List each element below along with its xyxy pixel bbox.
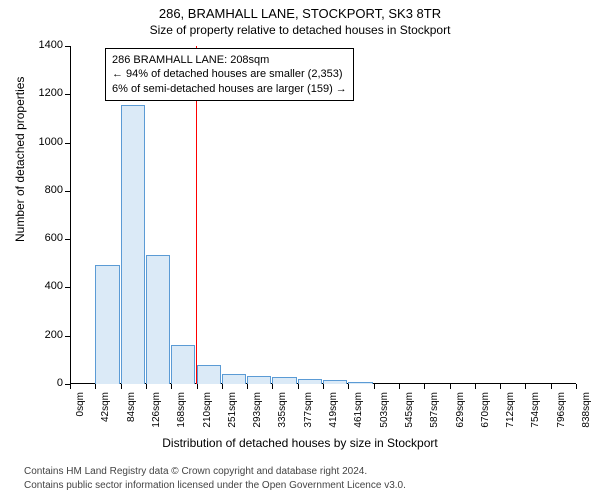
x-tick-label: 796sqm [556,392,567,437]
x-tick-label: 168sqm [176,392,187,437]
histogram-bar [222,374,246,384]
x-tick [500,384,501,389]
x-tick [348,384,349,389]
histogram-bar [323,380,347,384]
chart-container: 286, BRAMHALL LANE, STOCKPORT, SK3 8TR S… [0,0,600,500]
histogram-bar [348,382,372,384]
y-tick-label: 1000 [25,136,63,148]
x-tick-label: 461sqm [353,392,364,437]
x-tick [475,384,476,389]
annotation-box: 286 BRAMHALL LANE: 208sqm ← 94% of detac… [105,48,354,101]
x-tick-label: 42sqm [100,392,111,437]
x-tick-label: 419sqm [328,392,339,437]
x-tick [272,384,273,389]
annotation-line3: 6% of semi-detached houses are larger (1… [112,82,347,96]
x-axis-label: Distribution of detached houses by size … [0,436,600,450]
y-tick-label: 600 [25,232,63,244]
x-tick-label: 545sqm [404,392,415,437]
y-axis-line [70,46,71,384]
annotation-line1: 286 BRAMHALL LANE: 208sqm [112,53,347,67]
x-tick-label: 377sqm [303,392,314,437]
x-tick-label: 293sqm [252,392,263,437]
x-tick [247,384,248,389]
x-tick-label: 838sqm [581,392,592,437]
x-tick-label: 754sqm [530,392,541,437]
x-tick [525,384,526,389]
x-tick [95,384,96,389]
y-axis-label: Number of detached properties [13,202,27,242]
x-tick [450,384,451,389]
y-tick-label: 200 [25,329,63,341]
x-tick-label: 251sqm [227,392,238,437]
y-tick [65,143,70,144]
x-tick [374,384,375,389]
y-tick-label: 0 [25,377,63,389]
x-tick [424,384,425,389]
y-tick-label: 400 [25,280,63,292]
histogram-bar [298,379,322,384]
footer-line2: Contains public sector information licen… [24,480,406,491]
x-tick [171,384,172,389]
x-tick-label: 503sqm [379,392,390,437]
y-tick [65,94,70,95]
x-tick-label: 210sqm [202,392,213,437]
x-tick [298,384,299,389]
y-tick-label: 1200 [25,87,63,99]
x-tick-label: 670sqm [480,392,491,437]
x-tick [121,384,122,389]
histogram-bar [121,105,145,384]
histogram-bar [146,255,170,384]
chart-title: 286, BRAMHALL LANE, STOCKPORT, SK3 8TR [0,0,600,21]
x-tick-label: 0sqm [75,392,86,437]
x-tick [146,384,147,389]
histogram-bar [272,377,296,384]
x-tick [576,384,577,389]
y-tick [65,287,70,288]
y-tick [65,46,70,47]
x-tick-label: 587sqm [429,392,440,437]
footer-line1: Contains HM Land Registry data © Crown c… [24,466,367,477]
chart-subtitle: Size of property relative to detached ho… [0,21,600,37]
y-tick [65,191,70,192]
x-tick-label: 335sqm [277,392,288,437]
histogram-bar [247,376,271,384]
x-tick [222,384,223,389]
y-tick [65,239,70,240]
x-tick [70,384,71,389]
annotation-line2: ← 94% of detached houses are smaller (2,… [112,67,347,81]
y-tick [65,336,70,337]
x-tick [399,384,400,389]
x-tick-label: 126sqm [151,392,162,437]
x-tick [551,384,552,389]
y-tick-label: 1400 [25,39,63,51]
histogram-bar [197,365,221,384]
x-tick-label: 629sqm [455,392,466,437]
x-tick [323,384,324,389]
histogram-bar [95,265,119,385]
x-tick-label: 712sqm [505,392,516,437]
x-tick-label: 84sqm [126,392,137,437]
histogram-bar [171,345,195,384]
y-tick-label: 800 [25,184,63,196]
x-tick [197,384,198,389]
